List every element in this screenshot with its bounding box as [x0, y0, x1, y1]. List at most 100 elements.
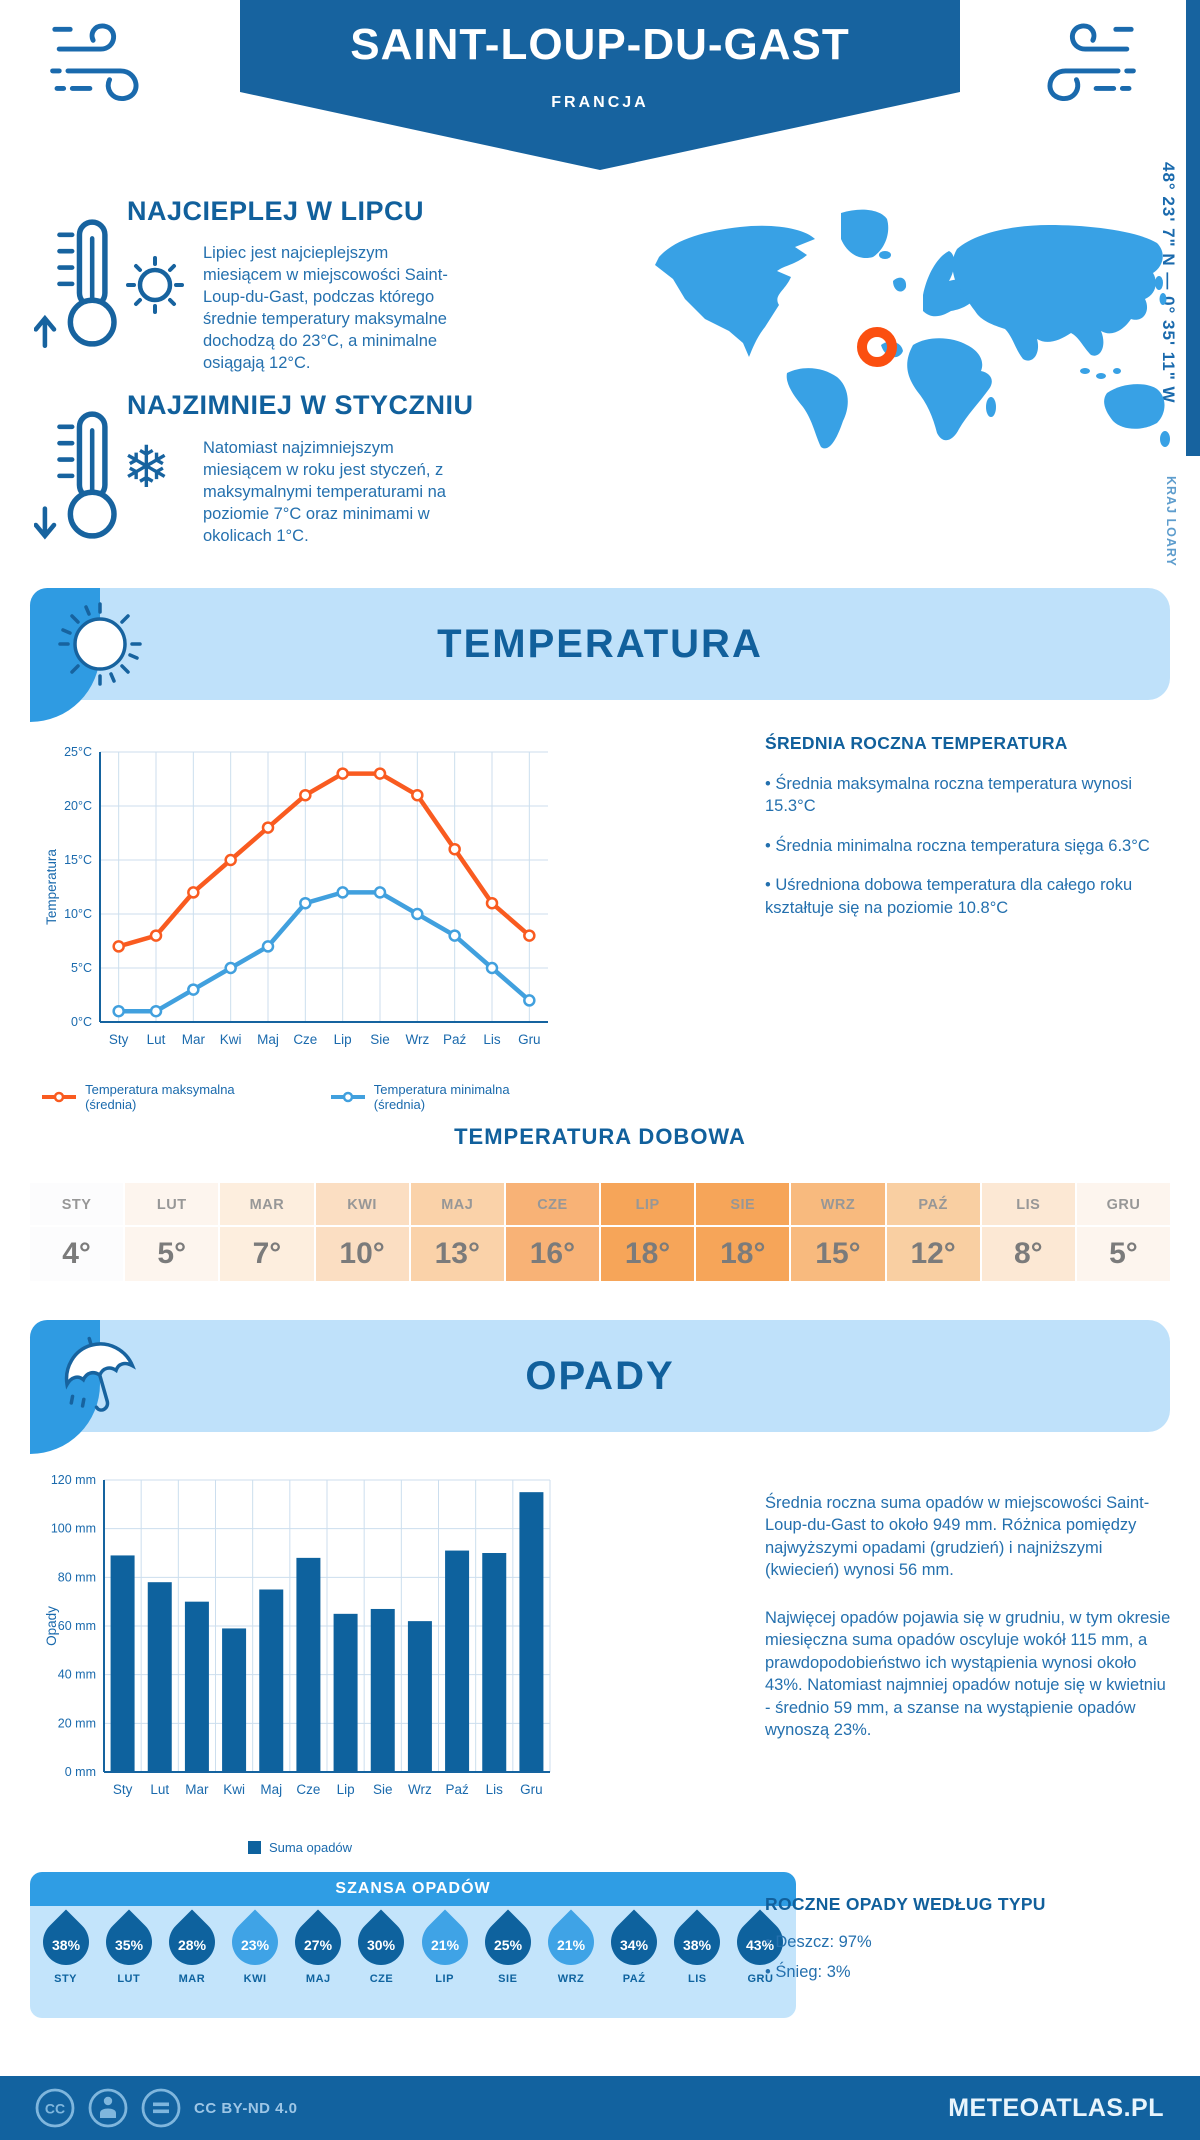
- location-coordinates: 48° 23' 7" N — 0° 35' 11" W KRAJ LOARY: [1158, 162, 1178, 632]
- daily-temperature-title: TEMPERATURA DOBOWA: [454, 1124, 746, 1149]
- daily-temp-cell: LIS 8°: [981, 1183, 1077, 1281]
- svg-text:40 mm: 40 mm: [58, 1668, 96, 1682]
- rain-chance-item: 25% SIE: [475, 1906, 541, 2018]
- svg-text:Paź: Paź: [445, 1782, 469, 1797]
- raindrop-icon: 27%: [285, 1909, 351, 1975]
- daily-temp-value: 4°: [62, 1237, 91, 1270]
- daily-temp-cell: SIE 18°: [696, 1183, 792, 1281]
- rain-chance-drops: 38% STY 35% LUT 28% MAR 23% KWI 27% MAJ 30% CZE 21% L…: [30, 1906, 796, 2018]
- daily-temp-value: 18°: [720, 1237, 766, 1270]
- license-label[interactable]: CC BY-ND 4.0: [194, 2099, 298, 2117]
- daily-temp-value: 12°: [910, 1237, 956, 1270]
- raindrop-icon: 21%: [412, 1909, 478, 1975]
- warmest-text: Lipiec jest najcieplejszym miesiącem w m…: [203, 244, 448, 372]
- svg-text:Maj: Maj: [257, 1032, 279, 1047]
- location-marker: [857, 327, 897, 367]
- daily-temp-cell: KWI 10°: [315, 1183, 411, 1281]
- svg-text:60 mm: 60 mm: [58, 1619, 96, 1633]
- by-type-bullet: • Śnieg: 3%: [765, 1963, 851, 1982]
- raindrop-icon: 25%: [475, 1909, 541, 1975]
- cc-by-person-icon[interactable]: [87, 2087, 129, 2129]
- svg-text:Kwi: Kwi: [220, 1032, 242, 1047]
- rain-chance-month: PAŹ: [622, 1973, 646, 1985]
- coldest-title: NAJZIMNIEJ W STYCZNIU: [127, 390, 474, 420]
- svg-text:20°C: 20°C: [64, 799, 92, 813]
- rain-chance-month: SIE: [498, 1973, 518, 1985]
- region-label: KRAJ LOARY: [1164, 475, 1178, 567]
- rain-chance-value: 21%: [430, 1936, 459, 1953]
- header-banner: [240, 0, 960, 170]
- svg-text:Lip: Lip: [334, 1032, 352, 1047]
- thermometer-down-icon: [33, 404, 134, 546]
- temperature-section-title: TEMPERATURA: [437, 621, 763, 666]
- cc-icon[interactable]: CC: [34, 2087, 76, 2129]
- svg-text:Lis: Lis: [486, 1782, 504, 1797]
- raindrop-icon: 35%: [96, 1909, 162, 1975]
- daily-temp-month: MAJ: [410, 1183, 504, 1227]
- cc-nd-icon[interactable]: [140, 2087, 182, 2129]
- daily-temp-cell: LUT 5°: [125, 1183, 221, 1281]
- rain-chance-item: 30% CZE: [348, 1906, 414, 2018]
- rain-chance-month: KWI: [243, 1973, 267, 1985]
- rain-chance-month: LIS: [687, 1973, 707, 1985]
- svg-text:Wrz: Wrz: [405, 1032, 429, 1047]
- precipitation-section-banner: OPADY: [30, 1320, 1170, 1454]
- daily-temp-month: WRZ: [791, 1183, 885, 1227]
- rain-chance-title: SZANSA OPADÓW: [30, 1872, 796, 1906]
- svg-text:Sie: Sie: [370, 1032, 390, 1047]
- daily-temp-value: 15°: [815, 1237, 861, 1270]
- rain-chance-item: 35% LUT: [96, 1906, 162, 2018]
- svg-text:Gru: Gru: [520, 1782, 543, 1797]
- raindrop-icon: 21%: [538, 1909, 604, 1975]
- rain-chance-item: 23% KWI: [222, 1906, 288, 2018]
- daily-temperature-table: STY 4° LUT 5° MAR 7° KWI 10° MAJ 13° CZE 16° LIP 18° S…: [30, 1183, 1171, 1281]
- daily-temp-month: LIS: [981, 1183, 1075, 1227]
- legend-sum-swatch: [247, 1841, 261, 1854]
- brand-link[interactable]: METEOATLAS.PL: [948, 2093, 1164, 2122]
- daily-temp-cell: MAJ 13°: [410, 1183, 506, 1281]
- svg-text:10°C: 10°C: [64, 907, 92, 921]
- annual-bullet: • Średnia minimalna roczna temperatura s…: [765, 836, 1150, 855]
- daily-temp-cell: GRU 5°: [1076, 1183, 1171, 1281]
- rain-chance-item: 43% GRU: [727, 1906, 793, 2018]
- rain-chance-item: 38% STY: [33, 1906, 99, 2018]
- rain-chance-item: 28% MAR: [159, 1906, 225, 2018]
- wind-icon: [48, 14, 158, 118]
- rain-chance-month: LUT: [117, 1973, 141, 1985]
- rain-chance-value: 38%: [51, 1936, 80, 1953]
- precipitation-by-type-panel: ROCZNE OPADY WEDŁUG TYPU • Deszcz: 97% •…: [765, 1893, 1173, 1984]
- annual-temperature-panel: ŚREDNIA ROCZNA TEMPERATURA • Średnia mak…: [765, 732, 1173, 919]
- rain-chance-value: 28%: [177, 1936, 206, 1953]
- daily-temp-value: 13°: [434, 1237, 480, 1270]
- svg-text:Mar: Mar: [182, 1032, 206, 1047]
- sun-icon: [52, 596, 148, 692]
- coldest-text: Natomiast najzimniejszym miesiącem w rok…: [203, 439, 446, 545]
- rain-chance-value: 35%: [114, 1936, 143, 1953]
- rain-chance-month: MAJ: [305, 1973, 331, 1985]
- umbrella-icon: [52, 1328, 148, 1424]
- sun-icon: [122, 252, 188, 318]
- daily-temp-cell: LIP 18°: [601, 1183, 697, 1281]
- country-label: FRANCJA: [551, 94, 649, 111]
- precipitation-chart: 0 mm 20 mm 40 mm 60 mm 80 mm 100 mm 120 mm Sty L…: [44, 1473, 551, 1797]
- temperature-section-banner: TEMPERATURA: [30, 588, 1170, 722]
- svg-text:Sie: Sie: [373, 1782, 393, 1797]
- svg-text:Lut: Lut: [147, 1032, 166, 1047]
- svg-text:Cze: Cze: [293, 1032, 317, 1047]
- daily-temp-value: 16°: [529, 1237, 576, 1270]
- legend-item-sum: Suma opadów: [247, 1840, 352, 1855]
- rain-chance-item: 34% PAŹ: [601, 1906, 667, 2018]
- raindrop-icon: 30%: [348, 1909, 414, 1975]
- svg-text:5°C: 5°C: [71, 961, 92, 975]
- svg-text:Gru: Gru: [518, 1032, 541, 1047]
- daily-temp-value: 8°: [1013, 1237, 1043, 1270]
- thermometer-up-icon: [33, 212, 134, 354]
- svg-text:Lis: Lis: [483, 1032, 501, 1047]
- cc-license-icons[interactable]: CC: [34, 2087, 182, 2129]
- daily-temp-cell: CZE 16°: [505, 1183, 602, 1281]
- daily-temp-month: KWI: [315, 1183, 409, 1227]
- svg-text:100 mm: 100 mm: [51, 1522, 96, 1536]
- rain-chance-value: 27%: [304, 1936, 333, 1953]
- rain-chance-month: CZE: [369, 1973, 394, 1985]
- svg-text:Opady: Opady: [44, 1606, 59, 1646]
